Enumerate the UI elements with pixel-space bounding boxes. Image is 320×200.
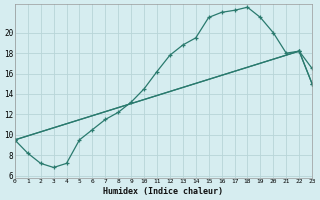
X-axis label: Humidex (Indice chaleur): Humidex (Indice chaleur) [103, 187, 223, 196]
